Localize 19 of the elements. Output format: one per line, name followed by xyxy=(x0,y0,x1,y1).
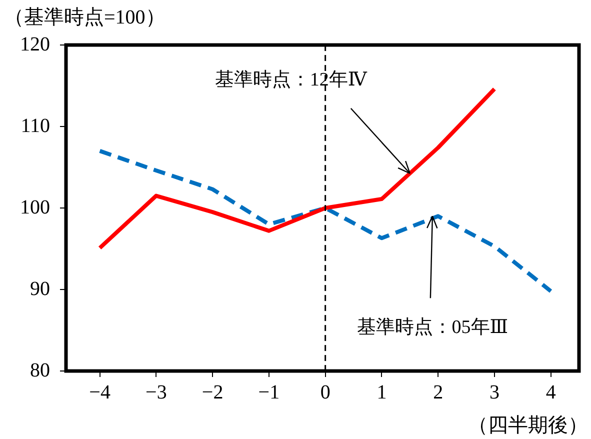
y-tick-label: 80 xyxy=(30,359,50,382)
x-tick-label: 1 xyxy=(376,381,387,404)
x-tick-label: −3 xyxy=(146,381,167,404)
x-tick-label: −4 xyxy=(89,381,110,404)
annotation: 基準時点：12年Ⅳ xyxy=(214,69,368,90)
x-tick-label: −1 xyxy=(258,381,280,404)
y-tick-label: 110 xyxy=(20,114,50,137)
x-tick-label: 0 xyxy=(320,381,330,404)
y-tick-label: 120 xyxy=(20,33,50,56)
x-tick-label: 2 xyxy=(433,381,444,404)
x-tick-label: 3 xyxy=(489,381,500,404)
y-axis-title: （基準時点=100） xyxy=(4,6,166,28)
annotation: 基準時点：05年Ⅲ xyxy=(356,317,508,338)
line-series xyxy=(98,148,553,294)
y-tick-label: 90 xyxy=(30,278,50,300)
x-tick-label: −2 xyxy=(202,381,224,404)
y-tick-label: 100 xyxy=(20,196,50,218)
x-axis-title: （四半期後） xyxy=(468,414,588,436)
x-tick-label: 4 xyxy=(546,381,556,404)
